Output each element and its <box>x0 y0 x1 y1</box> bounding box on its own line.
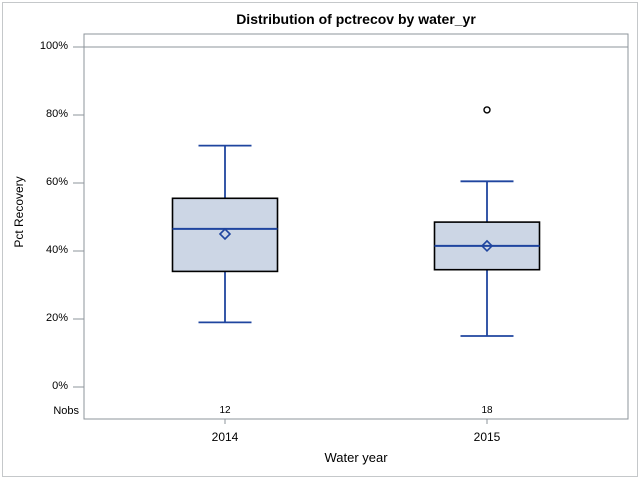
nobs-value: 18 <box>481 405 493 416</box>
mean-diamond <box>480 239 494 253</box>
group-label: 2014 <box>211 430 239 444</box>
y-tick-label: 20% <box>45 312 68 324</box>
nobs-value: 12 <box>219 405 231 416</box>
y-tick-label: 40% <box>45 244 68 256</box>
group-label: 2015 <box>473 430 501 444</box>
nobs-row-label: Nobs <box>53 405 79 417</box>
y-tick-label: 60% <box>45 176 68 188</box>
outlier-point <box>483 106 491 114</box>
x-axis-title: Water year <box>324 450 388 465</box>
y-tick-label: 0% <box>52 380 68 392</box>
plot-frame <box>83 33 629 420</box>
chart-title: Distribution of pctrecov by water_yr <box>236 11 476 27</box>
mean-diamond <box>218 227 232 241</box>
y-tick-label: 80% <box>45 108 68 120</box>
iqr-box <box>171 197 279 273</box>
y-tick-label: 100% <box>39 40 68 52</box>
